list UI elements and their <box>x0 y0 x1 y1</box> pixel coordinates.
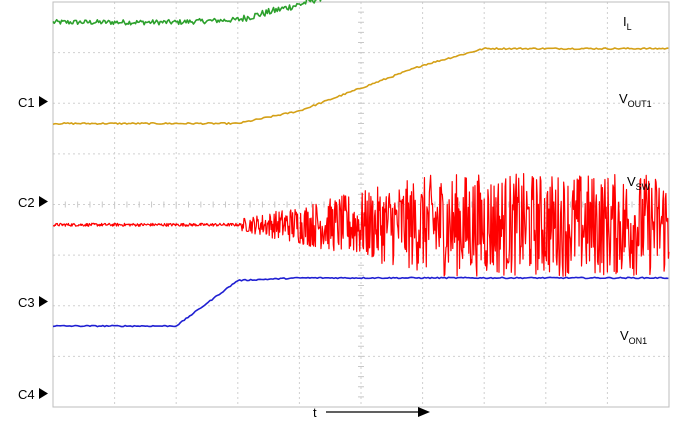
channel-marker-c2: C2 <box>18 195 35 210</box>
channel-marker-c1: C1 <box>18 95 35 110</box>
trace-vsw <box>52 173 670 277</box>
plot-frame <box>52 1 670 408</box>
time-arrow-head <box>418 407 430 417</box>
trace-von1 <box>52 276 669 328</box>
channel-marker-c3: C3 <box>18 295 35 310</box>
x-axis-label: t <box>313 405 317 420</box>
channel-arrow-c1 <box>39 96 48 107</box>
channel-arrow-c3 <box>39 296 48 307</box>
channel-marker-c4: C4 <box>18 387 35 402</box>
trace-label-vout1: VOUT1 <box>619 91 652 109</box>
trace-il <box>52 0 322 26</box>
trace-label-vsw: VSW <box>627 174 651 192</box>
channel-arrow-c2 <box>39 196 48 207</box>
trace-label-von1: VON1 <box>620 328 647 346</box>
trace-vout1 <box>52 47 669 126</box>
traces <box>52 0 670 328</box>
channel-arrow-c4 <box>39 388 48 399</box>
trace-label-il: IL <box>623 14 632 32</box>
